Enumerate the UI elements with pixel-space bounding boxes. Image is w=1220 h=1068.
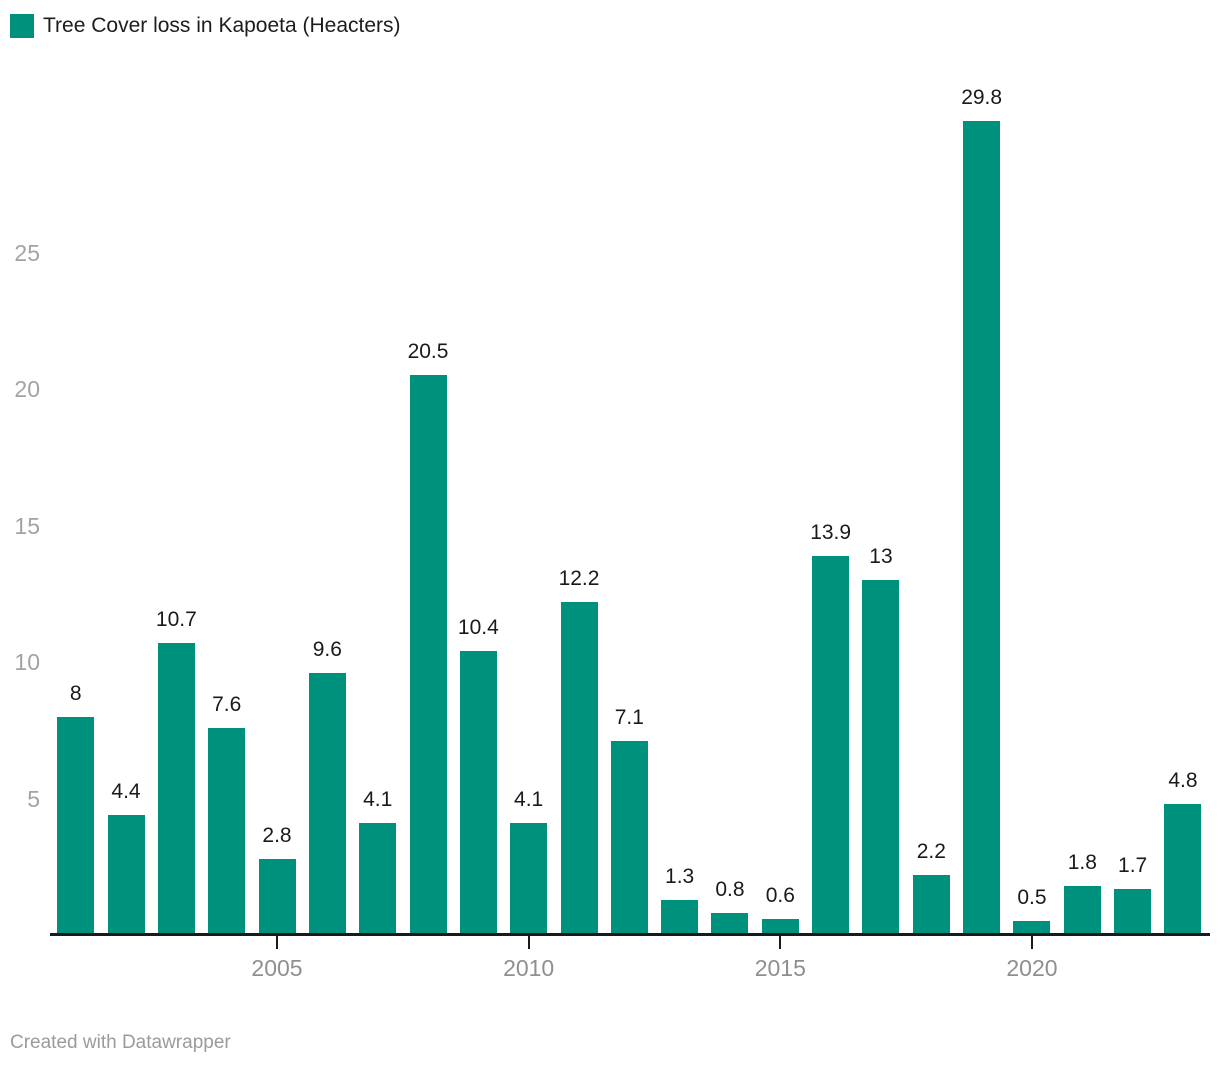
bar [208, 727, 246, 935]
bar [409, 375, 447, 935]
x-axis-tick-label: 2015 [754, 955, 806, 981]
x-axis-tick-label: 2010 [503, 955, 555, 981]
bar [560, 601, 598, 935]
legend: Tree Cover loss in Kapoeta (Heacters) [10, 13, 401, 38]
bar [1063, 885, 1101, 935]
bar-value-label: 13.9 [810, 520, 852, 544]
bar-value-label: 2.8 [262, 823, 292, 847]
bar [912, 874, 950, 935]
bar-value-label: 1.8 [1067, 850, 1097, 874]
bar [510, 823, 548, 935]
bar [359, 823, 397, 935]
bar [862, 580, 900, 935]
bar-value-label: 1.3 [665, 864, 695, 888]
x-axis-tick [779, 936, 782, 949]
bar [610, 741, 648, 935]
y-axis-tick-label: 15 [14, 512, 40, 539]
bar-value-label: 13 [869, 545, 893, 569]
bar-value-label: 8 [69, 681, 82, 705]
bar-value-label: 7.1 [614, 706, 644, 730]
bar-value-label: 10.4 [457, 616, 499, 640]
bar [459, 651, 497, 935]
bar-value-label: 0.8 [715, 878, 745, 902]
bar [107, 814, 145, 935]
x-axis-line [50, 933, 1210, 936]
bar [761, 918, 799, 935]
bar [57, 716, 95, 935]
bar-value-label: 0.6 [765, 883, 795, 907]
x-axis-tick-label: 2005 [251, 955, 303, 981]
bar [157, 642, 195, 935]
x-axis-tick-label: 2020 [1006, 955, 1058, 981]
y-axis-tick-label: 5 [27, 785, 40, 812]
bar-value-label: 1.7 [1118, 853, 1148, 877]
bar-value-label: 2.2 [916, 839, 946, 863]
bar-value-label: 4.4 [111, 779, 141, 803]
bar-value-label: 4.1 [514, 788, 544, 812]
y-axis-tick-label: 10 [14, 649, 40, 675]
y-axis-tick-label: 20 [14, 376, 40, 402]
legend-label: Tree Cover loss in Kapoeta (Heacters) [43, 14, 401, 37]
bar [963, 121, 1001, 935]
y-axis-tick-label: 25 [14, 239, 40, 266]
bar [711, 913, 749, 935]
bar-value-label: 9.6 [312, 637, 342, 661]
bar [1114, 888, 1152, 935]
datawrapper-credit: Created with Datawrapper [10, 1032, 231, 1053]
x-axis-tick [527, 936, 530, 949]
bar-value-label: 4.1 [363, 788, 393, 812]
legend-color-swatch [10, 13, 34, 38]
bar-value-label: 20.5 [407, 340, 449, 364]
bar-value-label: 29.8 [961, 86, 1003, 110]
bar [1013, 921, 1051, 935]
bar [812, 555, 850, 935]
x-axis-tick [1030, 936, 1033, 949]
bar [258, 858, 296, 935]
bar-value-label: 10.7 [155, 607, 197, 631]
bar-value-label: 0.5 [1017, 886, 1047, 910]
bar-value-label: 12.2 [558, 566, 600, 590]
x-axis-tick [276, 936, 279, 949]
bar-value-label: 4.8 [1168, 768, 1198, 792]
bar [661, 899, 699, 935]
bar [1164, 803, 1202, 935]
bar-value-label: 7.6 [212, 692, 242, 716]
bar [308, 672, 346, 935]
